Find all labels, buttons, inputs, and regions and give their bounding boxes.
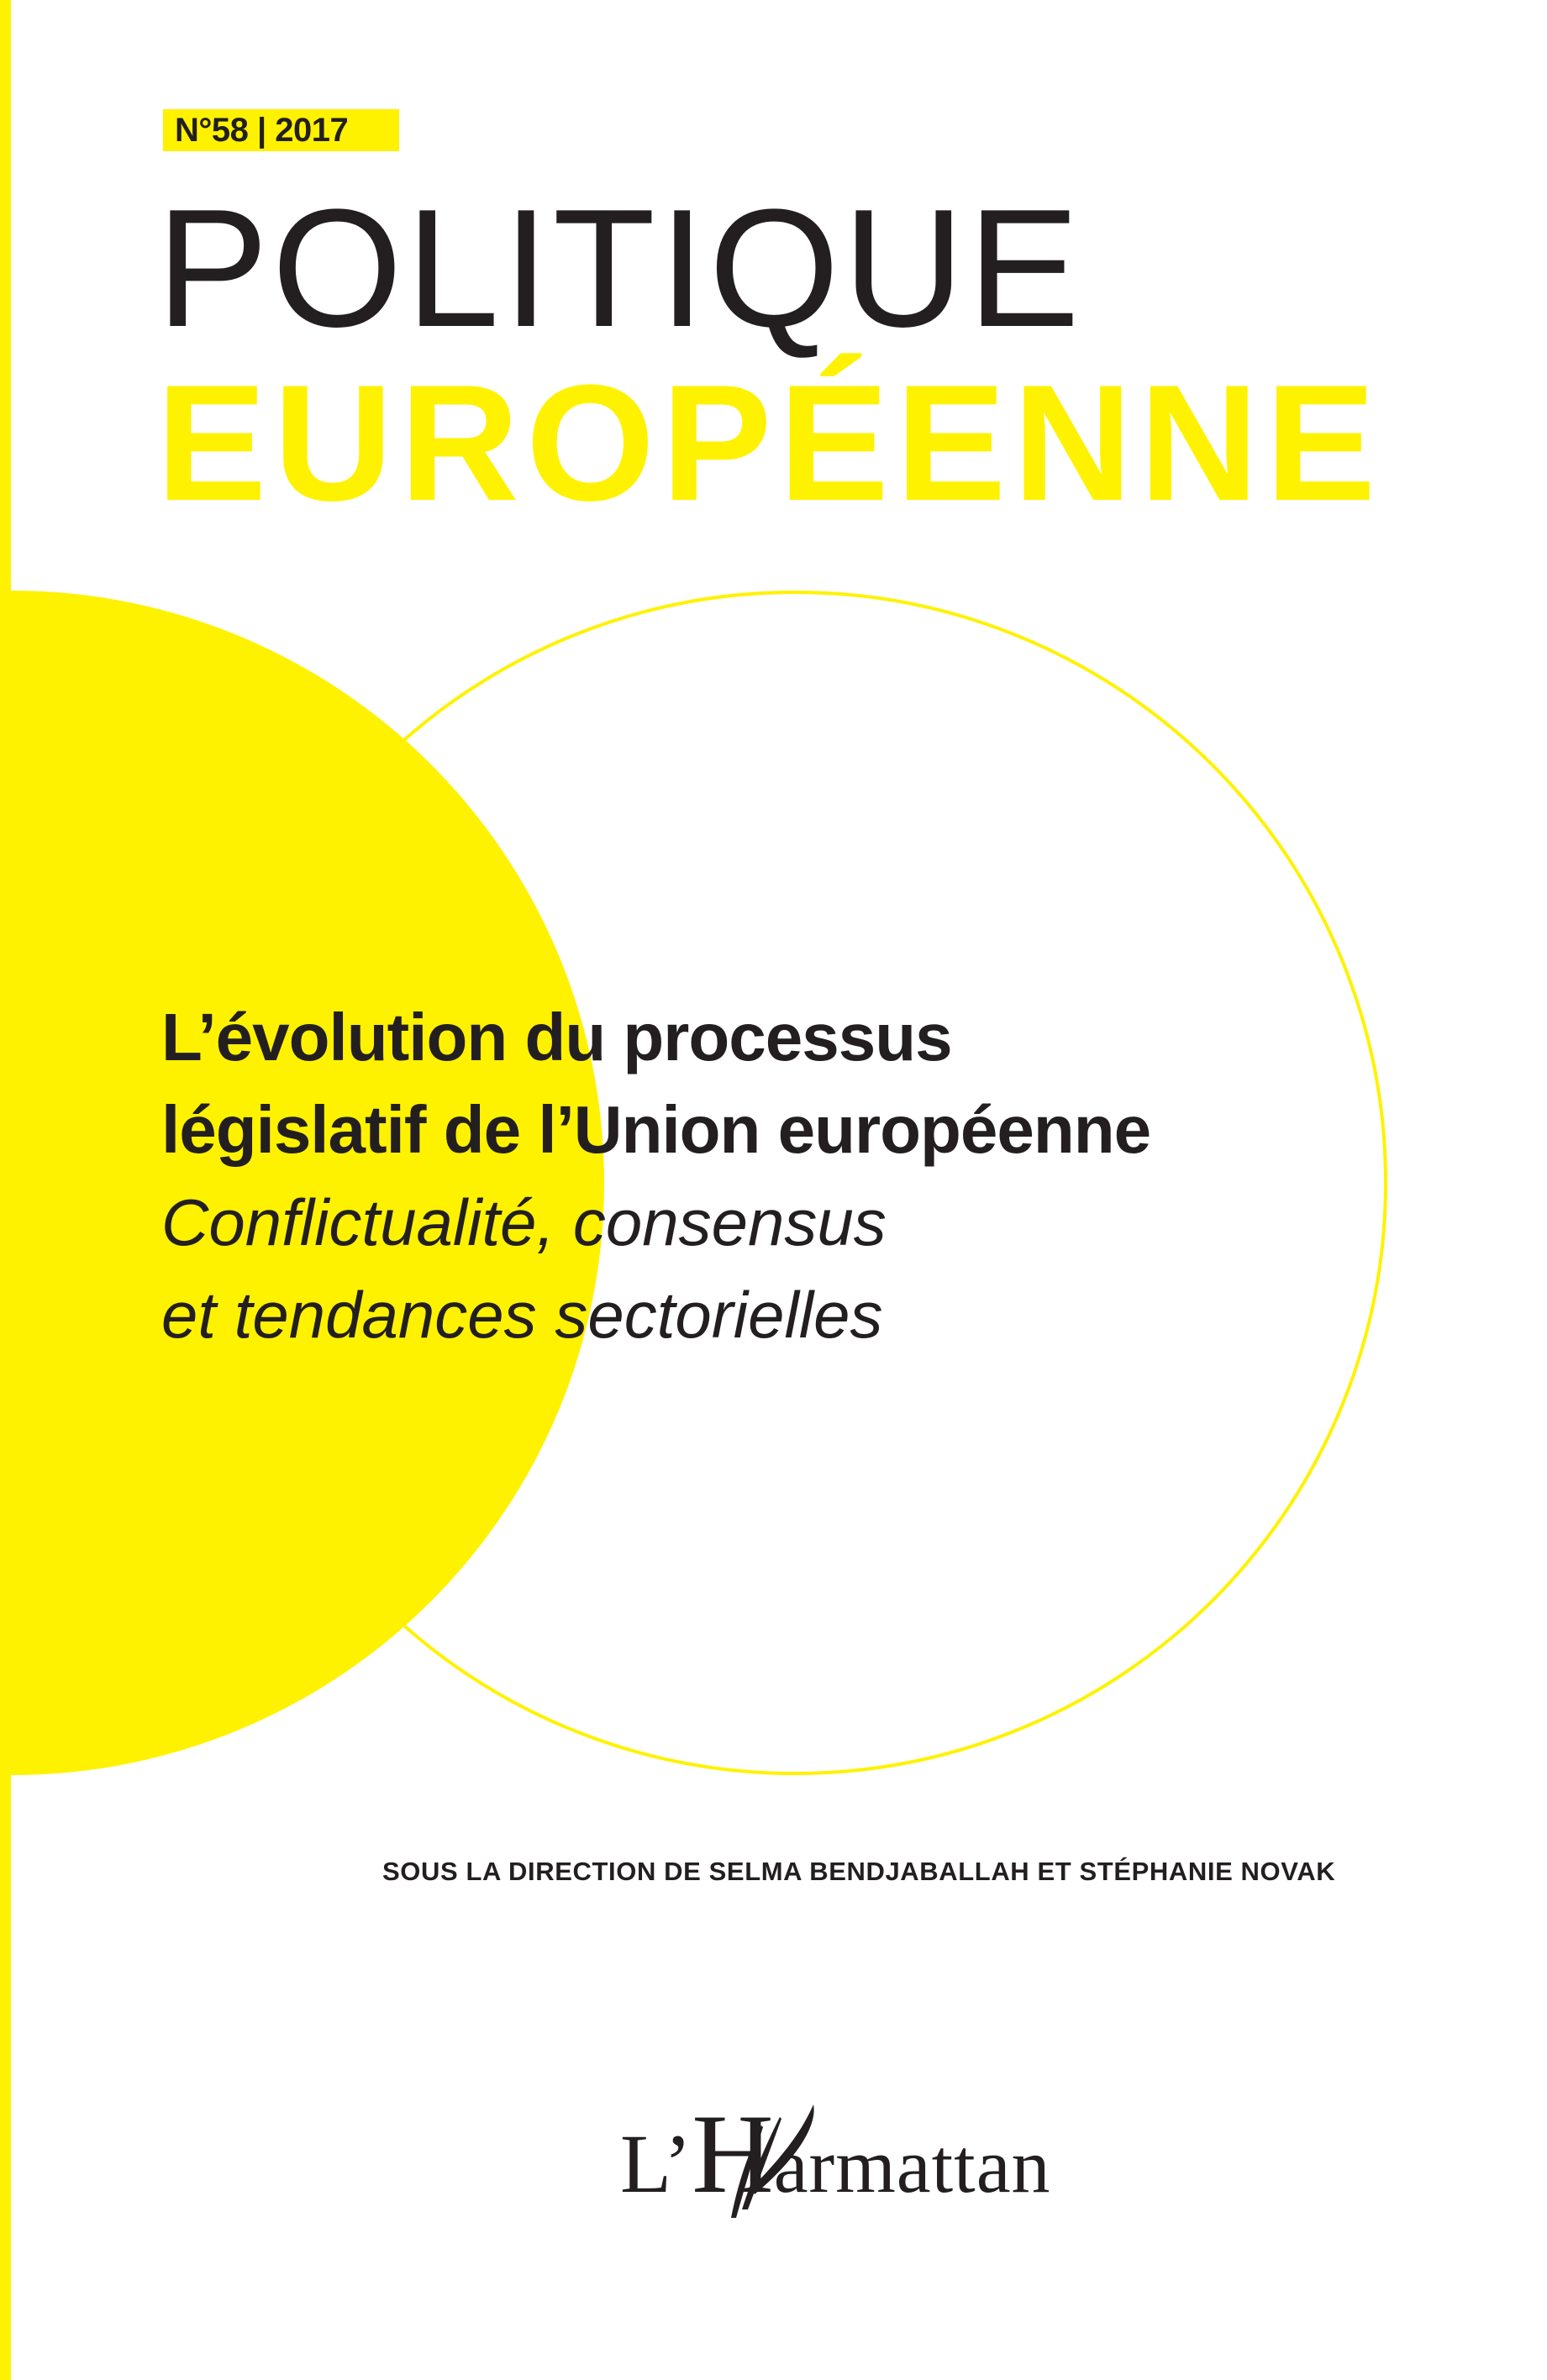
outline-yellow-circle <box>203 591 1387 1775</box>
filled-yellow-circle <box>0 591 604 1775</box>
feather-quill-icon <box>731 2104 814 2218</box>
logo-l: L’ <box>620 2117 692 2210</box>
book-title-block: L’évolution du processus législatif de l… <box>161 991 1506 1361</box>
issue-badge: N°58 | 2017 <box>163 109 399 151</box>
book-title-line: législatif de l’Union européenne <box>161 1092 1151 1167</box>
book-title-line: L’évolution du processus <box>161 1000 953 1074</box>
logo-armattan: armattan <box>773 2123 1051 2209</box>
book-subtitle-line: Conflictualité, consensus <box>161 1185 887 1259</box>
editors-credit: SOUS LA DIRECTION DE SELMA BENDJABALLAH … <box>382 1857 1336 1886</box>
publisher-logo: L’Harmattan <box>620 2092 1050 2226</box>
issue-number-year: N°58 | 2017 <box>175 112 349 149</box>
publisher-name: L’Harmattan <box>620 2089 1051 2220</box>
series-title-europeenne: EUROPÉENNE <box>156 350 1383 535</box>
logo-h: H <box>692 2092 774 2217</box>
series-title-politique: POLITIQUE <box>156 175 1083 362</box>
book-subtitle-line: et tendances sectorielles <box>161 1278 883 1352</box>
